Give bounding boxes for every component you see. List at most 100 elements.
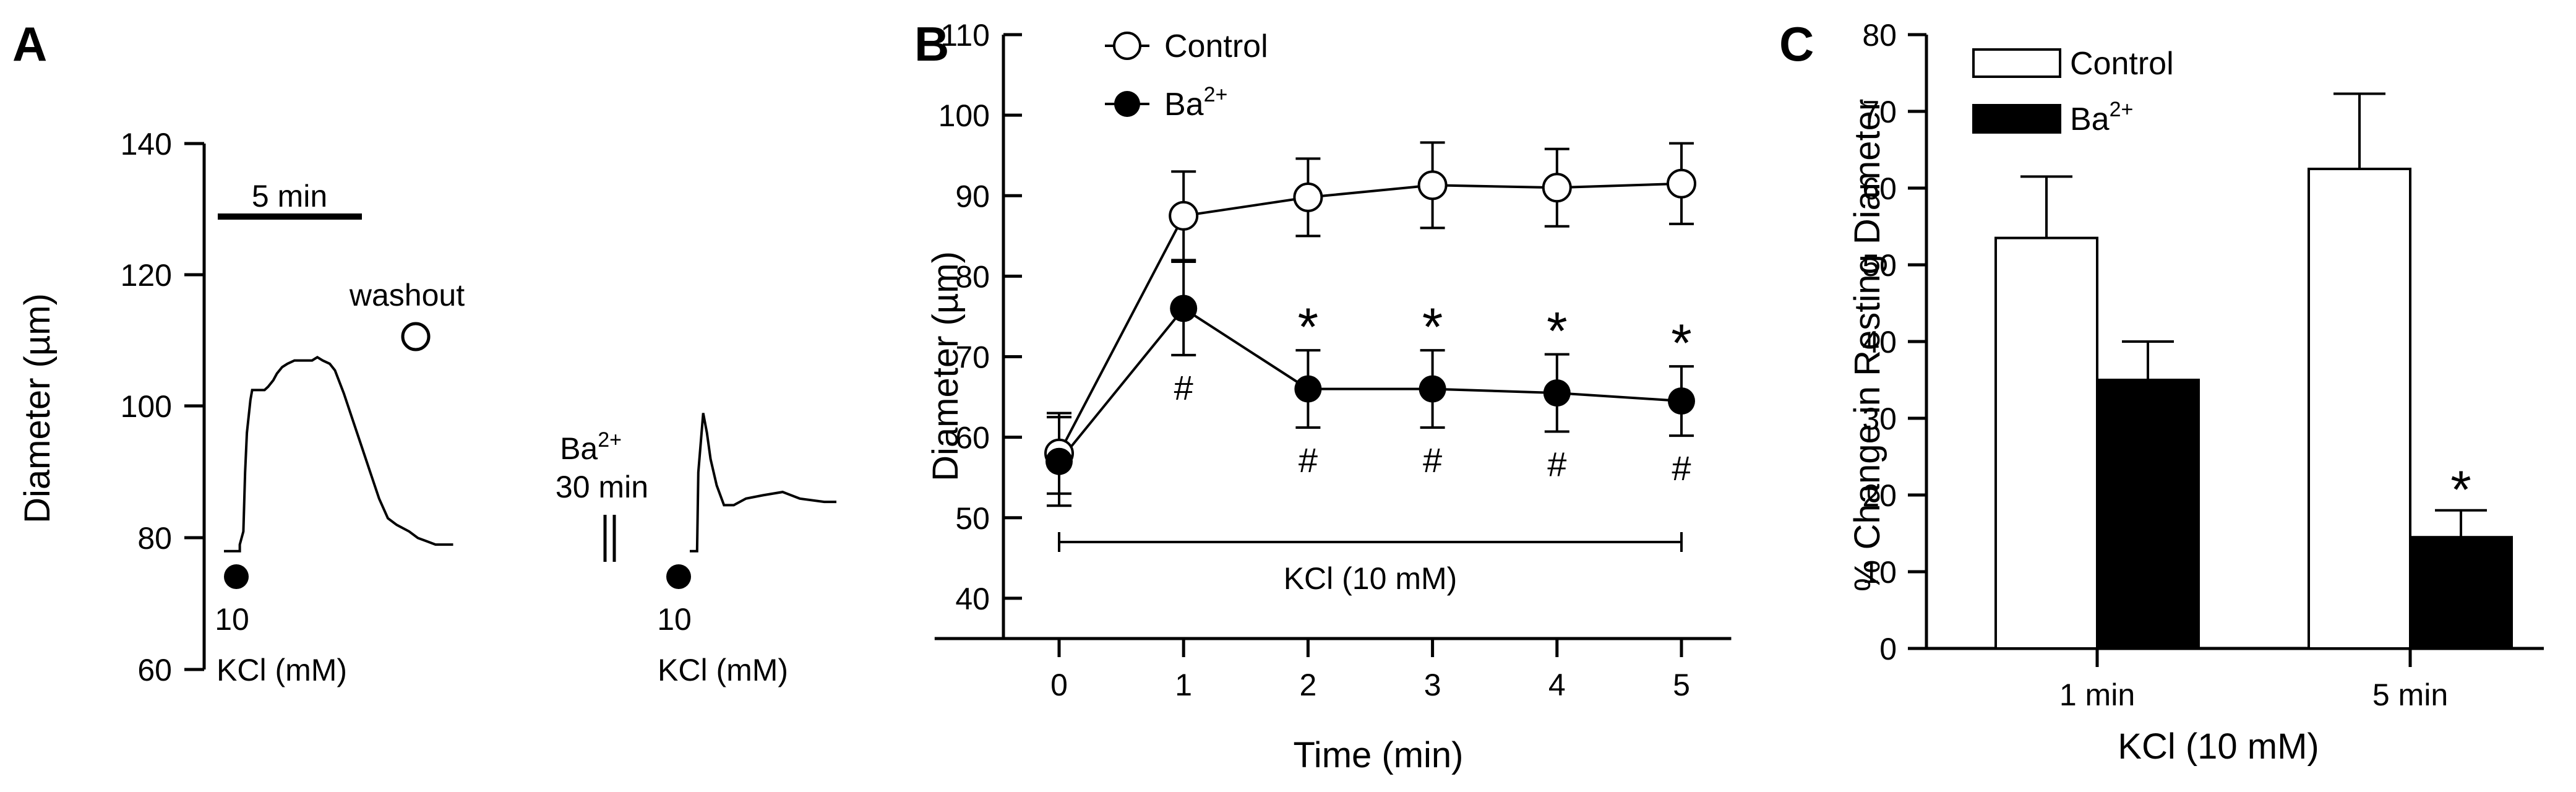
legend-barium-base: Ba	[2070, 101, 2110, 137]
legend-barium-swatch	[1972, 104, 2061, 134]
legend-barium-label: Ba2+	[1164, 83, 1227, 123]
panel-letter-b: B	[914, 17, 949, 71]
control-data-point	[1293, 182, 1323, 212]
panel-c: C % Change in Resting Diameter KCl (10 m…	[1779, 17, 2544, 767]
panel-b-y-tick: 80	[955, 259, 990, 294]
panel-b-y-tick: 60	[955, 421, 990, 455]
significance-star: *	[1547, 302, 1567, 361]
panel-c-y-tick: 20	[1862, 478, 1897, 513]
panel-a-y-tick: 100	[121, 389, 172, 424]
panel-b-x-label: Time (min)	[1294, 735, 1464, 775]
kcl-label-1: KCl (mM)	[217, 653, 347, 687]
control-series-line	[1058, 182, 1682, 454]
panel-a-y-tick: 140	[121, 127, 172, 161]
panel-a-y-axis: 140 120 100 80 60	[121, 127, 206, 687]
legend-control-marker	[1113, 32, 1141, 60]
panel-c-y-tick: 60	[1862, 171, 1897, 206]
panel-b-y-tick: 110	[940, 18, 990, 53]
panel-a: A Diameter (µm) 140 120 100 80 60 5 min …	[12, 17, 836, 687]
panel-b-axes: 110 100 90 80 70 60 50 40 0 1 2 3 4 5	[934, 18, 1732, 702]
axis-break-mark	[603, 515, 616, 562]
panel-b-x-tick: 4	[1548, 668, 1566, 702]
panel-c-y-tick: 70	[1862, 95, 1897, 129]
significance-star: *	[1298, 298, 1318, 357]
panel-c-legend: Control Ba2+	[1972, 46, 2174, 137]
barium-data-point	[1543, 379, 1571, 407]
panel-b: B Diameter (µm) Time (min) 110 100 90 80 70 6…	[914, 17, 1732, 775]
barium-bar	[2409, 536, 2513, 650]
control-data-point	[1169, 200, 1199, 231]
significance-star: *	[2450, 460, 2471, 520]
barium-duration-label: 30 min	[556, 470, 648, 504]
panel-letter-a: A	[12, 17, 47, 71]
panel-b-x-tick: 3	[1424, 668, 1441, 702]
panel-b-y-tick: 70	[955, 340, 990, 375]
kcl-label-2: KCl (mM)	[658, 653, 788, 687]
kcl-dose-label-1: 10	[215, 602, 249, 637]
panel-c-category-label: 1 min	[2059, 678, 2135, 712]
legend-control-label: Control	[2070, 46, 2174, 82]
control-data-point	[1417, 170, 1448, 200]
barium-label: Ba2+	[560, 428, 622, 466]
barium-data-point	[1170, 295, 1198, 322]
panel-b-y-label: Diameter (µm)	[925, 251, 966, 481]
barium-label-charge: 2+	[598, 428, 622, 452]
panel-b-x-tick: 0	[1050, 668, 1068, 702]
panel-b-x-tick: 1	[1175, 668, 1192, 702]
control-data-point	[1542, 173, 1572, 203]
significance-hash: #	[1672, 449, 1691, 488]
control-bar	[1994, 236, 2098, 650]
significance-hash: #	[1299, 441, 1318, 480]
panel-b-y-tick: 100	[938, 98, 990, 133]
panel-c-y-label: % Change in Resting Diameter	[1847, 99, 1887, 592]
control-bar	[2308, 168, 2411, 650]
barium-series-line	[1058, 306, 1682, 462]
legend-barium-base: Ba	[1164, 87, 1204, 123]
kcl-dose-label-2: 10	[657, 602, 692, 637]
treatment-label: KCl (10 mM)	[1284, 561, 1458, 596]
panel-c-category-label: 5 min	[2372, 678, 2448, 712]
panel-a-y-tick: 60	[137, 653, 172, 687]
panel-a-y-tick: 120	[121, 258, 172, 293]
legend-barium-label: Ba2+	[2070, 98, 2133, 137]
significance-hash: #	[1547, 445, 1566, 484]
panel-b-y-tick: 90	[955, 179, 990, 213]
barium-data-point	[1045, 447, 1073, 475]
panel-b-x-tick: 5	[1673, 668, 1690, 702]
panel-c-x-label: KCl (10 mM)	[2118, 726, 2319, 767]
washout-marker	[401, 322, 431, 351]
washout-label: washout	[349, 278, 465, 312]
control-data-point	[1667, 168, 1696, 199]
barium-label-base: Ba	[560, 431, 598, 466]
panel-a-y-tick: 80	[137, 521, 172, 556]
trace-after-barium	[690, 413, 836, 553]
barium-data-point	[1294, 375, 1322, 403]
panel-b-y-tick: 40	[955, 582, 990, 616]
legend-control-swatch	[1972, 48, 2061, 78]
barium-data-point	[1419, 375, 1446, 403]
panel-c-bars: *	[1994, 92, 2513, 650]
barium-data-point	[1668, 387, 1695, 415]
panel-b-series	[1044, 141, 1696, 507]
legend-control-label: Control	[1164, 28, 1268, 64]
significance-star: *	[1422, 298, 1443, 357]
panel-c-y-tick: 30	[1862, 402, 1897, 436]
kcl-dose-marker-2	[666, 564, 691, 589]
significance-star: *	[1671, 314, 1691, 373]
panel-c-y-tick: 40	[1862, 325, 1897, 359]
legend-barium-charge: 2+	[1204, 83, 1228, 106]
panel-c-y-tick: 50	[1862, 248, 1897, 283]
time-scale-bar-label: 5 min	[252, 179, 327, 213]
panel-c-y-tick: 10	[1862, 555, 1897, 590]
panel-b-treatment-bar	[1058, 532, 1683, 552]
panel-b-significance: * * * * # # # # #	[1174, 298, 1692, 488]
panel-b-legend: Control Ba2+	[1105, 28, 1268, 123]
panel-c-y-tick: 80	[1862, 18, 1897, 53]
panel-a-y-label: Diameter (µm)	[17, 293, 58, 523]
panel-c-y-tick: 0	[1879, 632, 1897, 666]
panel-b-y-tick: 50	[955, 501, 990, 536]
significance-hash: #	[1174, 368, 1193, 407]
legend-barium-marker	[1114, 91, 1140, 117]
panel-letter-c: C	[1779, 17, 1814, 71]
